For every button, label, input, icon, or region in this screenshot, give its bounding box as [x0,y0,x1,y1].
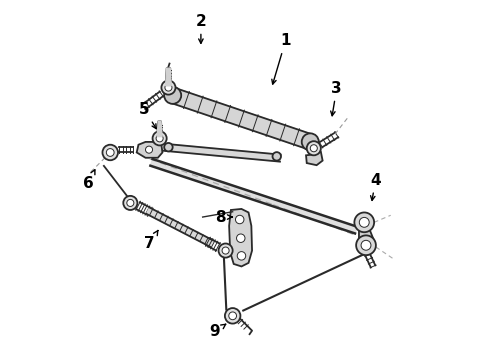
Circle shape [229,312,237,320]
Circle shape [165,84,172,91]
Circle shape [361,240,371,250]
Circle shape [152,131,167,145]
Circle shape [310,145,318,152]
Circle shape [156,135,163,142]
Polygon shape [163,144,281,162]
Circle shape [225,308,241,324]
Polygon shape [137,142,163,158]
Polygon shape [157,121,162,136]
Text: 8: 8 [215,210,232,225]
Text: 4: 4 [370,172,381,201]
Text: 3: 3 [331,81,342,116]
Circle shape [359,217,369,227]
Text: 1: 1 [272,33,291,84]
Polygon shape [359,229,373,238]
Circle shape [164,87,181,104]
Circle shape [219,243,233,258]
Circle shape [222,247,229,254]
Circle shape [106,149,114,156]
Polygon shape [166,68,171,86]
Polygon shape [150,159,357,233]
Circle shape [307,141,321,155]
Text: 9: 9 [210,324,226,339]
Text: 6: 6 [83,170,95,191]
Circle shape [302,133,319,150]
Circle shape [237,252,245,260]
Circle shape [127,199,134,207]
Circle shape [237,234,245,242]
Circle shape [354,212,374,232]
Circle shape [236,215,244,224]
Polygon shape [170,88,313,149]
Circle shape [356,235,376,255]
Circle shape [161,81,175,95]
Polygon shape [229,209,252,266]
Circle shape [123,196,137,210]
Circle shape [272,152,281,161]
Circle shape [146,146,152,153]
Polygon shape [147,207,213,247]
Circle shape [102,145,118,160]
Circle shape [164,143,172,152]
Text: 7: 7 [145,230,158,251]
Text: 5: 5 [139,102,156,129]
Text: 2: 2 [196,14,206,43]
Polygon shape [306,152,322,165]
